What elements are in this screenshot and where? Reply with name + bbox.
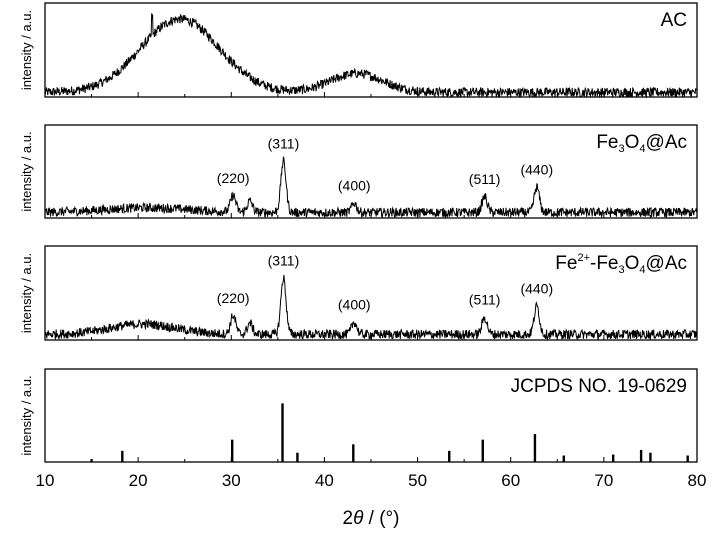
spectrum-line: [44, 274, 698, 341]
panel-frame: [44, 2, 698, 98]
panel-2: intensity / a.u. Fe2+-Fe3O4@Ac (220) (311) (…: [19, 245, 698, 341]
title-part: 3: [619, 264, 625, 276]
x-axis-label: 2θ / (°): [343, 508, 400, 529]
y-axis-label: intensity / a.u.: [19, 131, 34, 211]
title-part: @Ac: [646, 253, 687, 274]
x-tick-label: 10: [36, 471, 55, 490]
title-part: 4: [639, 143, 645, 155]
peak-label: (400): [338, 296, 371, 312]
title-part: O: [625, 132, 640, 153]
x-axis-label-part: / (°): [363, 508, 399, 529]
spectrum-line: [44, 156, 698, 219]
title-part: O: [625, 253, 640, 274]
title-part: 3: [619, 143, 625, 155]
x-tick-label: 40: [315, 471, 334, 490]
x-axis-label-theta: θ: [353, 508, 364, 529]
x-tick-label: 70: [594, 471, 613, 490]
y-axis-label: intensity / a.u.: [19, 253, 34, 333]
panel-1: intensity / a.u. Fe3O4@Ac (220) (311) (400) (…: [19, 124, 698, 219]
title-part: -Fe: [590, 253, 619, 274]
x-tick-label: 30: [222, 471, 241, 490]
y-axis-label: intensity / a.u.: [19, 10, 34, 90]
x-axis-label-part: 2: [343, 508, 354, 529]
spectrum-line: [44, 13, 698, 99]
title-part: 2+: [577, 252, 590, 264]
panel-title: Fe3O4@Ac: [596, 132, 687, 155]
panel-title: Fe2+-Fe3O4@Ac: [555, 252, 687, 276]
x-tick-label: 20: [129, 471, 148, 490]
title-part: @Ac: [646, 132, 687, 153]
peak-label: (311): [268, 252, 300, 268]
panel-title: JCPDS NO. 19-0629: [511, 376, 687, 397]
title-part: 4: [639, 264, 645, 276]
x-tick-label: 80: [688, 471, 707, 490]
peak-label: (511): [469, 292, 501, 308]
peak-label: (311): [268, 136, 300, 152]
panel-3: intensity / a.u. JCPDS NO. 19-0629: [19, 368, 698, 463]
panel-title: AC: [661, 10, 687, 31]
peak-label: (400): [338, 177, 371, 193]
title-part: Fe: [596, 132, 618, 153]
title-part: Fe: [555, 253, 577, 274]
panel-0: intensity / a.u. AC: [19, 2, 698, 99]
peak-label: (220): [217, 290, 250, 306]
x-tick-label: 50: [408, 471, 427, 490]
x-tick-label: 60: [501, 471, 520, 490]
y-axis-label: intensity / a.u.: [19, 375, 34, 455]
peak-label: (440): [520, 280, 553, 296]
peak-label: (440): [520, 162, 553, 178]
peak-label: (220): [217, 170, 250, 186]
peak-label: (511): [469, 171, 501, 187]
